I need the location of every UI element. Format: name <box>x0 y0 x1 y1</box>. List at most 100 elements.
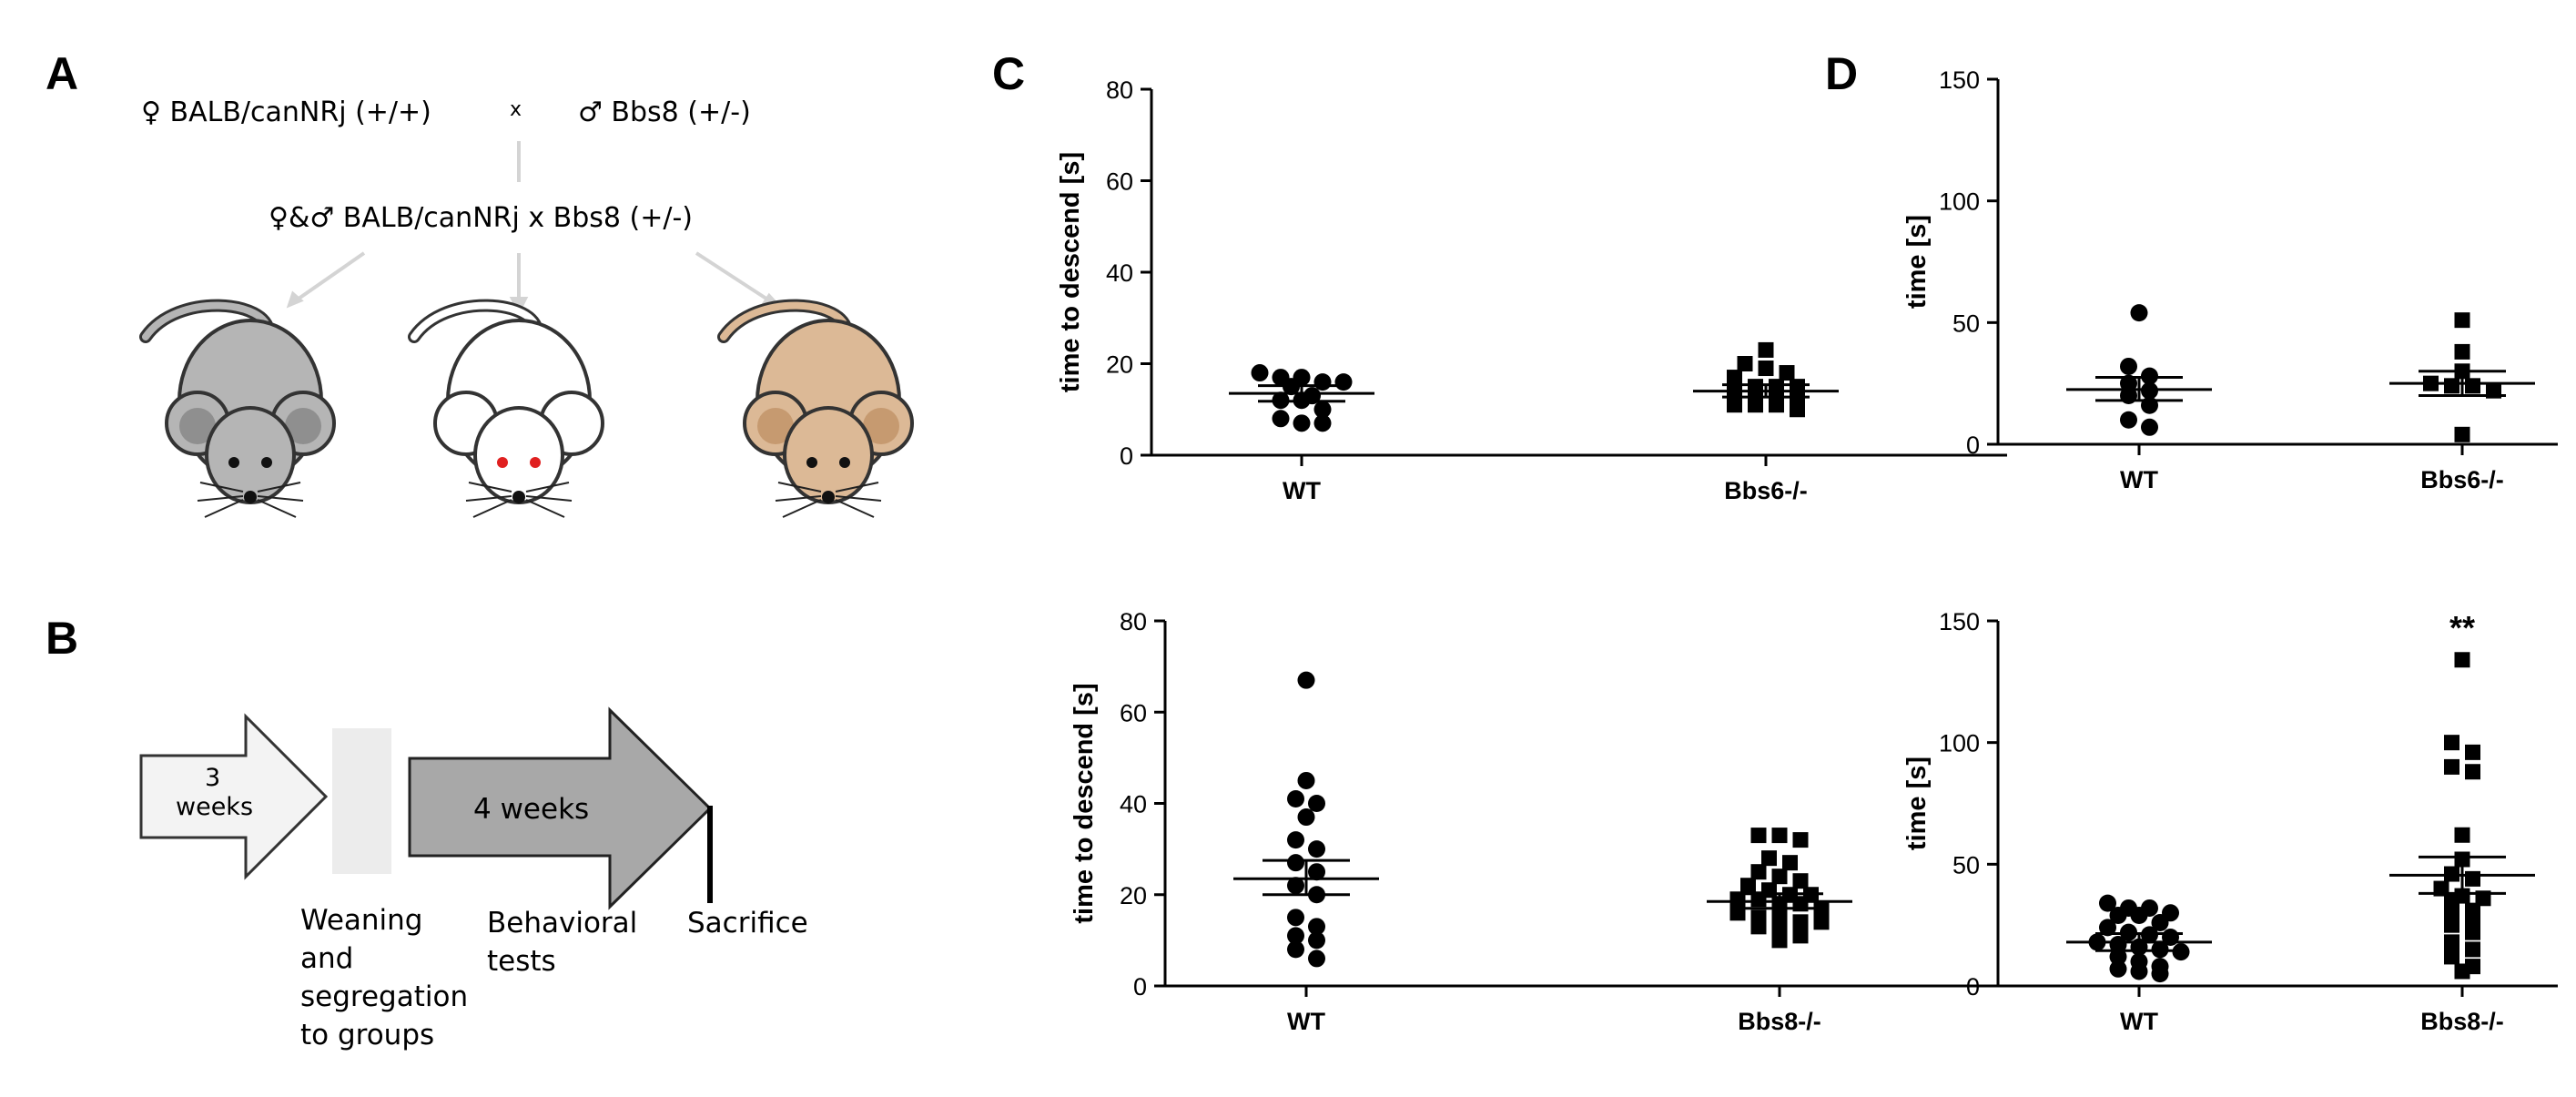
y-tick-label: 50 <box>1952 851 1980 879</box>
data-point <box>2465 764 2480 780</box>
mouse-ear-inner-right <box>863 408 899 444</box>
y-tick-label: 0 <box>1966 973 1980 1001</box>
series-WT <box>2066 894 2212 983</box>
data-point <box>1308 918 1325 936</box>
data-point <box>1297 671 1315 689</box>
mouse-whisker <box>835 495 882 502</box>
chart-d-top: 0 50 100 150 time [s] WT Bbs6-/- <box>1902 66 2558 493</box>
mouse-whisker <box>777 482 822 493</box>
data-point <box>1287 831 1304 849</box>
arrow1-label-line1: 3 <box>205 764 221 792</box>
data-point <box>2444 934 2459 950</box>
mouse-ear-inner-left <box>179 408 216 444</box>
data-point <box>1727 397 1742 413</box>
offspring-label: ♀&♂ BALB/canNRj x Bbs8 (+/-) <box>269 202 693 234</box>
data-point <box>1750 919 1767 935</box>
arrow-3-weeks <box>139 713 329 880</box>
mouse-whisker <box>525 495 573 502</box>
data-point <box>1771 909 1788 926</box>
mouse-whisker <box>525 499 565 518</box>
weaning-bar <box>332 728 391 874</box>
mouse-whisker <box>472 499 512 518</box>
x-tick-label: WT <box>2120 466 2158 493</box>
data-point <box>1790 401 1805 418</box>
x-tick-label: WT <box>1287 1008 1325 1035</box>
data-point <box>1297 771 1315 789</box>
parent-female-label: ♀ BALB/canNRj (+/+) <box>141 96 431 128</box>
data-point <box>1771 828 1788 844</box>
mouse-illustrations <box>139 299 914 518</box>
y-tick-label: 20 <box>1106 351 1133 379</box>
mouse-ear-inner-left <box>448 408 484 444</box>
data-point <box>1308 795 1325 812</box>
mouse-whisker <box>257 495 304 502</box>
data-point <box>2444 905 2459 921</box>
data-point <box>1313 414 1332 432</box>
data-point <box>2444 378 2459 394</box>
y-axis-label: time to descend [s] <box>1070 683 1099 923</box>
step-behavioral-line2: tests <box>487 945 556 978</box>
y-tick-label: 150 <box>1939 66 1980 94</box>
data-point <box>1308 931 1325 950</box>
data-point <box>2454 312 2470 329</box>
data-point <box>1287 909 1304 927</box>
mouse-nose <box>244 491 257 503</box>
arrow-4-weeks <box>408 706 713 910</box>
data-point <box>1771 932 1788 949</box>
data-point <box>2444 917 2459 933</box>
y-tick-label: 100 <box>1939 188 1980 216</box>
mouse-nose <box>512 491 525 503</box>
x-tick-label: Bbs8-/- <box>1738 1008 1821 1035</box>
data-point <box>1308 840 1325 858</box>
data-point <box>1792 832 1809 848</box>
data-point <box>2465 378 2480 394</box>
data-point <box>2099 894 2116 912</box>
series-WT <box>2066 304 2212 436</box>
data-point <box>2444 949 2459 965</box>
data-point <box>1287 927 1304 945</box>
y-axis-label: time [s] <box>1902 215 1932 309</box>
arrow2-label: 4 weeks <box>473 793 590 826</box>
data-point <box>1761 850 1777 867</box>
data-point <box>2130 304 2148 322</box>
x-tick-label: WT <box>2120 1008 2158 1035</box>
data-point <box>2109 906 2127 924</box>
y-tick-label: 40 <box>1106 259 1133 287</box>
mouse-whisker <box>204 499 244 518</box>
mouse-ear-inner-right <box>285 408 321 444</box>
data-point <box>2454 652 2470 668</box>
y-tick-label: 40 <box>1120 791 1147 818</box>
data-point <box>2454 963 2470 980</box>
data-point <box>2109 936 2127 954</box>
data-point <box>1737 356 1753 371</box>
data-point <box>1308 863 1325 881</box>
mouse-agouti <box>717 299 914 518</box>
data-point <box>1769 397 1784 413</box>
x-tick-label: Bbs8-/- <box>2420 1008 2504 1035</box>
data-point <box>1287 854 1304 872</box>
data-point <box>2454 343 2470 360</box>
data-point <box>1750 828 1767 844</box>
data-point <box>2454 426 2470 442</box>
parent-male-label: ♂ Bbs8 (+/-) <box>578 96 751 128</box>
data-point <box>2099 919 2116 937</box>
y-tick-label: 80 <box>1106 76 1133 104</box>
data-point <box>2151 965 2169 983</box>
y-axis-label: time [s] <box>1902 757 1932 850</box>
panel-label-a: A <box>46 48 79 99</box>
step-sacrifice: Sacrifice <box>687 907 808 940</box>
step-behavioral-line1: Behavioral <box>487 907 638 940</box>
mouse-whisker <box>465 495 512 502</box>
y-tick-label: 150 <box>1939 608 1980 635</box>
mouse-ear-inner-right <box>553 408 590 444</box>
data-point <box>2465 744 2480 760</box>
data-point <box>1792 914 1809 930</box>
data-point <box>2130 906 2148 924</box>
panel-label-b: B <box>46 613 79 664</box>
data-point <box>1297 808 1315 827</box>
data-point <box>1740 878 1756 894</box>
data-point <box>1313 401 1332 419</box>
mouse-eye-left <box>497 457 508 468</box>
data-point <box>1293 414 1311 432</box>
